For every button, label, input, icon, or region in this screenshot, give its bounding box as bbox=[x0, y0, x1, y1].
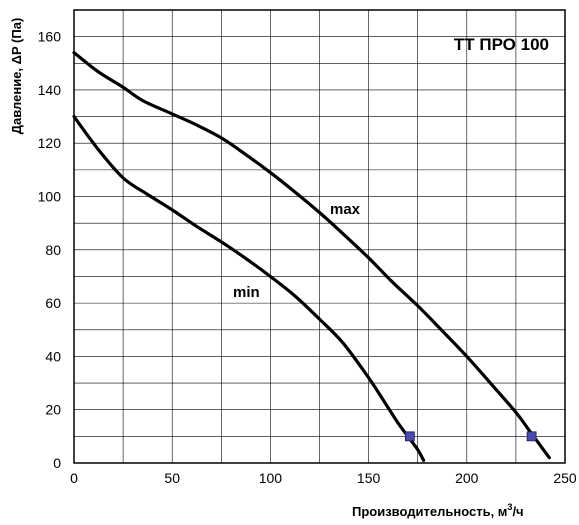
y-tick-label: 40 bbox=[45, 348, 61, 364]
x-tick-label: 100 bbox=[259, 470, 283, 486]
x-tick-label: 150 bbox=[357, 470, 381, 486]
chart-title: ТТ ПРО 100 bbox=[454, 35, 549, 54]
y-tick-label: 120 bbox=[38, 135, 62, 151]
tick-labels: 0 50 100 150 200 250 0 20 40 60 80 100 120 140 160 bbox=[38, 29, 577, 486]
x-tick-label: 0 bbox=[70, 470, 78, 486]
y-tick-label: 80 bbox=[45, 242, 61, 258]
series-marker-max bbox=[526, 431, 537, 442]
x-tick-label: 50 bbox=[164, 470, 180, 486]
y-tick-label: 140 bbox=[38, 82, 62, 98]
markers bbox=[404, 431, 537, 442]
x-tick-label: 200 bbox=[455, 470, 479, 486]
series-line-min bbox=[72, 114, 426, 462]
series-line-max bbox=[72, 51, 551, 460]
series-label-max: max bbox=[330, 201, 361, 218]
x-axis-title-sup: 3 bbox=[507, 502, 512, 512]
y-axis-title: Давление, ΔP (Па) bbox=[9, 18, 24, 135]
plot-frame bbox=[73, 9, 566, 464]
x-axis-title-main: Производительность, м bbox=[352, 504, 507, 519]
series-marker-min bbox=[404, 431, 415, 442]
y-tick-label: 0 bbox=[53, 455, 61, 471]
y-tick-label: 160 bbox=[38, 29, 62, 45]
y-tick-label: 100 bbox=[38, 189, 62, 205]
curves bbox=[72, 51, 551, 462]
series-label-min: min bbox=[233, 284, 260, 301]
x-axis-title-tail: /ч bbox=[512, 504, 523, 519]
x-axis-title: Производительность, м3/ч bbox=[352, 502, 524, 519]
grid-lines bbox=[74, 10, 565, 463]
y-tick-label: 20 bbox=[45, 402, 61, 418]
y-tick-label: 60 bbox=[45, 295, 61, 311]
x-tick-label: 250 bbox=[553, 470, 577, 486]
